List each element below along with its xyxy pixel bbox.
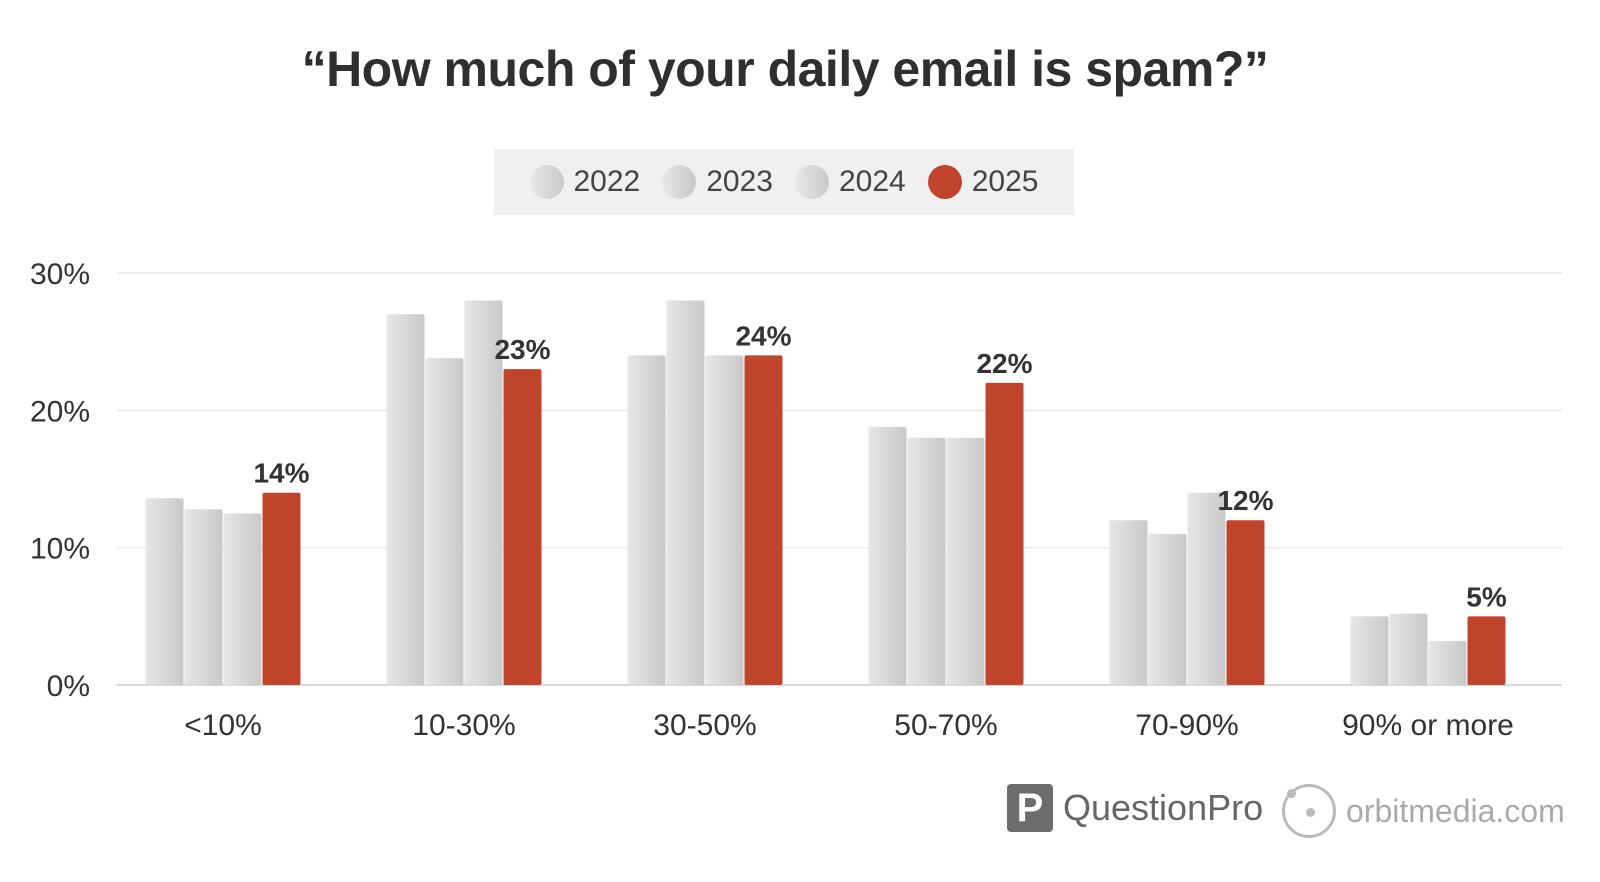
- legend-swatch: [927, 165, 962, 199]
- legend-item-2022: 2022: [529, 165, 641, 199]
- bar-2023: [1148, 533, 1187, 685]
- legend-label: 2023: [706, 165, 773, 198]
- legend-label: 2025: [971, 165, 1039, 198]
- bar-2025: [1226, 520, 1265, 685]
- bar-2023: [425, 358, 464, 685]
- legend-swatch: [529, 165, 564, 199]
- bar-2024: [464, 300, 503, 685]
- legend-swatch: [662, 165, 697, 199]
- y-tick-label: 20%: [30, 395, 90, 428]
- bar-2025: [985, 382, 1024, 685]
- x-tick-label: 70-90%: [1135, 709, 1238, 742]
- bar-2022: [1109, 520, 1148, 685]
- y-tick-label: 30%: [30, 258, 90, 291]
- bar-2022: [868, 426, 907, 685]
- data-label: 22%: [976, 348, 1032, 379]
- bar-2025: [262, 492, 301, 685]
- bar-2023: [666, 300, 705, 685]
- data-label: 23%: [494, 334, 550, 365]
- y-tick-label: 10%: [30, 533, 90, 566]
- bar-2025: [503, 369, 542, 685]
- legend: 2022 2023 2024 2025: [494, 149, 1074, 215]
- orbit-icon: [1282, 784, 1336, 838]
- legend-item-2025: 2025: [927, 165, 1039, 199]
- bar-2022: [1350, 616, 1389, 685]
- x-tick-label: <10%: [184, 709, 262, 742]
- legend-swatch: [795, 165, 829, 199]
- bar-2025: [1467, 616, 1506, 685]
- bar-2024: [1187, 492, 1226, 685]
- data-label: 5%: [1466, 581, 1507, 612]
- bar-2022: [627, 355, 666, 685]
- bar-2024: [223, 513, 262, 685]
- bar-2022: [386, 314, 425, 685]
- x-tick-label: 30-50%: [653, 709, 756, 742]
- data-label: 12%: [1217, 485, 1273, 516]
- questionpro-text: QuestionPro: [1063, 787, 1264, 828]
- bar-2023: [184, 509, 223, 685]
- questionpro-logo: P QuestionPro: [1007, 784, 1263, 832]
- bar-2024: [946, 437, 985, 685]
- y-tick-label: 0%: [47, 670, 90, 703]
- bar-2024: [705, 355, 744, 685]
- legend-item-2024: 2024: [795, 165, 906, 199]
- bar-2025: [744, 355, 783, 685]
- legend-item-2023: 2023: [662, 165, 773, 199]
- x-tick-label: 10-30%: [412, 709, 515, 742]
- x-tick-label: 90% or more: [1342, 709, 1514, 742]
- data-label: 14%: [253, 458, 309, 489]
- bar-2022: [145, 498, 184, 685]
- legend-label: 2022: [573, 165, 641, 198]
- x-tick-label: 50-70%: [894, 709, 997, 742]
- questionpro-icon: P: [1007, 784, 1053, 832]
- bar-2023: [907, 437, 946, 685]
- bar-2023: [1389, 613, 1428, 685]
- legend-label: 2024: [839, 165, 906, 198]
- orbitmedia-logo: orbitmedia.com: [1282, 784, 1565, 838]
- data-label: 24%: [735, 320, 791, 351]
- bar-2024: [1428, 641, 1467, 685]
- orbitmedia-text: orbitmedia.com: [1346, 792, 1565, 829]
- chart-title: “How much of your daily email is spam?”: [301, 41, 1269, 97]
